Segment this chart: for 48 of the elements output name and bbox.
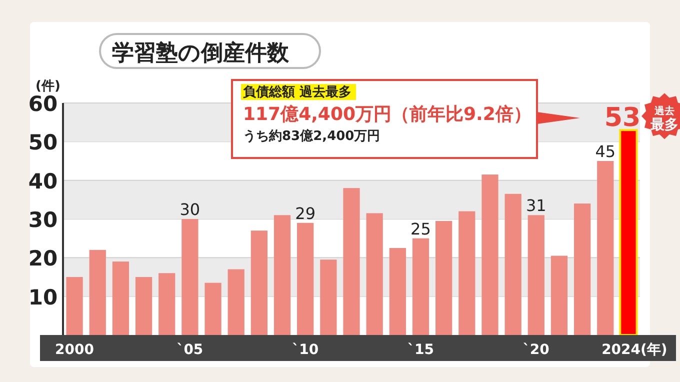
bar (504, 194, 522, 335)
bar (158, 273, 176, 335)
bar (412, 238, 430, 335)
data-label: 45 (595, 142, 616, 161)
bar (112, 262, 130, 335)
annotation: 過去最多 (649, 105, 678, 134)
y-tick-label: 20 (28, 246, 58, 271)
x-tick-label: 2024(年) (602, 342, 668, 358)
annotation: 117億4,400万円（前年比9.2倍） (243, 104, 532, 125)
y-tick-label: 40 (28, 169, 58, 194)
data-label: 30 (180, 200, 200, 219)
x-tick-label: 2000 (55, 342, 94, 358)
data-label: 31 (526, 196, 546, 216)
bar (366, 213, 383, 335)
bar (458, 211, 476, 335)
chart-title: 学習塾の倒産件数 (112, 40, 290, 66)
data-label: 53 (604, 103, 641, 134)
data-label: 25 (410, 219, 431, 238)
x-tick-label: `05 (176, 342, 204, 358)
x-tick-label: `20 (522, 342, 550, 358)
y-tick-label: 10 (28, 285, 58, 310)
x-tick-label: `15 (408, 342, 434, 358)
bar (89, 250, 106, 335)
bar (250, 230, 268, 335)
bar (436, 220, 452, 335)
bar (550, 256, 568, 335)
y-tick-label: 30 (28, 208, 58, 232)
bar (574, 204, 591, 335)
annotation: うち約83億2,400万円 (243, 128, 380, 144)
text: 負債総額 過去最多 (243, 84, 352, 100)
bar (135, 277, 152, 335)
x-tick-label: `10 (292, 342, 319, 358)
bar (66, 277, 83, 335)
y-axis-title: (件) (36, 79, 60, 94)
bar (389, 248, 406, 335)
bar (297, 222, 314, 335)
bar (204, 282, 222, 335)
y-tick-label: 60 (28, 92, 58, 116)
bar (228, 269, 244, 335)
bar (182, 219, 198, 335)
bar (528, 215, 544, 335)
bar (320, 260, 337, 335)
bar (482, 174, 498, 335)
y-tick-label: 50 (28, 130, 58, 155)
bar (343, 188, 360, 335)
data-label: 29 (295, 204, 316, 223)
bar (274, 215, 291, 335)
bar (597, 161, 614, 335)
